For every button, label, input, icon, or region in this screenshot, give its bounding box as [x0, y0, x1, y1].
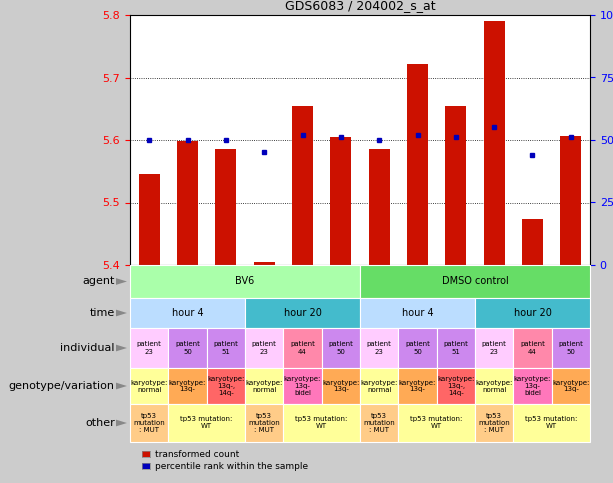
- Text: karyotype:
13q-
bidel: karyotype: 13q- bidel: [514, 376, 551, 396]
- Polygon shape: [116, 383, 127, 389]
- Bar: [254, 262, 275, 265]
- Text: agent: agent: [82, 276, 115, 286]
- Bar: [522, 219, 543, 265]
- Title: GDS6083 / 204002_s_at: GDS6083 / 204002_s_at: [284, 0, 435, 13]
- Bar: [139, 174, 160, 265]
- Text: patient
44: patient 44: [520, 341, 545, 355]
- Text: percentile rank within the sample: percentile rank within the sample: [155, 462, 308, 470]
- Text: hour 20: hour 20: [284, 308, 321, 318]
- Text: patient
44: patient 44: [290, 341, 315, 355]
- Text: tp53 mutation:
WT: tp53 mutation: WT: [525, 416, 578, 429]
- Text: DMSO control: DMSO control: [441, 276, 508, 286]
- Text: karyotype:
13q-: karyotype: 13q-: [322, 380, 359, 393]
- Text: BV6: BV6: [235, 276, 254, 286]
- Text: tp53 mutation:
WT: tp53 mutation: WT: [180, 416, 233, 429]
- Text: karyotype:
13q-,
14q-: karyotype: 13q-, 14q-: [207, 376, 245, 396]
- Text: time: time: [89, 308, 115, 318]
- Text: patient
23: patient 23: [367, 341, 392, 355]
- Text: patient
50: patient 50: [175, 341, 200, 355]
- Text: individual: individual: [60, 343, 115, 353]
- Bar: [368, 149, 390, 265]
- Text: karyotype:
normal: karyotype: normal: [476, 380, 513, 393]
- Text: hour 20: hour 20: [514, 308, 552, 318]
- Text: tp53
mutation
: MUT: tp53 mutation : MUT: [478, 413, 510, 433]
- Polygon shape: [116, 420, 127, 426]
- Text: genotype/variation: genotype/variation: [9, 381, 115, 391]
- Text: hour 4: hour 4: [172, 308, 204, 318]
- Text: patient
51: patient 51: [213, 341, 238, 355]
- Text: tp53 mutation:
WT: tp53 mutation: WT: [295, 416, 348, 429]
- Text: patient
23: patient 23: [137, 341, 162, 355]
- Text: tp53
mutation
: MUT: tp53 mutation : MUT: [248, 413, 280, 433]
- Bar: [484, 21, 504, 265]
- Bar: [330, 137, 351, 265]
- Text: patient
23: patient 23: [482, 341, 506, 355]
- Text: transformed count: transformed count: [155, 450, 240, 458]
- Bar: [292, 106, 313, 265]
- Text: karyotype:
13q-,
14q-: karyotype: 13q-, 14q-: [437, 376, 474, 396]
- Bar: [177, 141, 198, 265]
- Polygon shape: [116, 344, 127, 351]
- Text: patient
50: patient 50: [329, 341, 353, 355]
- Text: tp53
mutation
: MUT: tp53 mutation : MUT: [133, 413, 165, 433]
- Bar: [215, 149, 237, 265]
- Text: karyotype:
13q-: karyotype: 13q-: [169, 380, 206, 393]
- Text: karyotype:
13q-
bidel: karyotype: 13q- bidel: [284, 376, 321, 396]
- Text: karyotype:
normal: karyotype: normal: [131, 380, 168, 393]
- Text: karyotype:
13q-: karyotype: 13q-: [399, 380, 436, 393]
- Text: hour 4: hour 4: [402, 308, 433, 318]
- Text: patient
23: patient 23: [252, 341, 276, 355]
- Text: other: other: [85, 418, 115, 428]
- Text: tp53
mutation
: MUT: tp53 mutation : MUT: [364, 413, 395, 433]
- Text: patient
50: patient 50: [405, 341, 430, 355]
- Bar: [407, 64, 428, 265]
- Bar: [560, 136, 581, 265]
- Polygon shape: [116, 310, 127, 316]
- Bar: [445, 106, 466, 265]
- Text: karyotype:
normal: karyotype: normal: [245, 380, 283, 393]
- Text: patient
50: patient 50: [558, 341, 584, 355]
- Polygon shape: [116, 278, 127, 285]
- Text: karyotype:
normal: karyotype: normal: [360, 380, 398, 393]
- Text: tp53 mutation:
WT: tp53 mutation: WT: [411, 416, 463, 429]
- Text: karyotype:
13q-: karyotype: 13q-: [552, 380, 590, 393]
- Text: patient
51: patient 51: [443, 341, 468, 355]
